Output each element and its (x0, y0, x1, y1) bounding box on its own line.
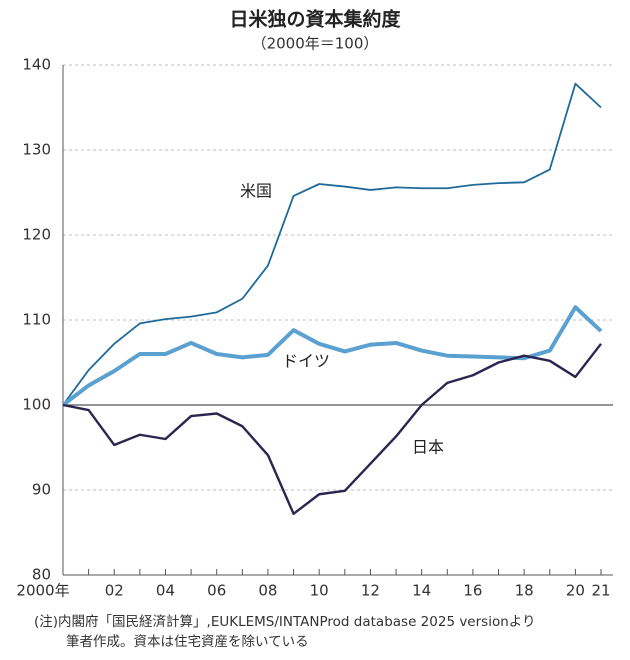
series-label: 米国 (240, 182, 272, 201)
chart-subtitle: （2000年＝100） (252, 35, 379, 53)
x-tick-label: 12 (361, 582, 380, 600)
x-tick-label: 18 (515, 582, 534, 600)
x-tick-label: 16 (463, 582, 482, 600)
y-tick-label: 90 (32, 481, 51, 499)
y-tick-label: 110 (22, 311, 51, 329)
series-label: ドイツ (282, 352, 330, 371)
x-tick-label: 10 (310, 582, 329, 600)
note: 筆者作成。資本は住宅資産を除いている (66, 634, 309, 650)
series-line (62, 82, 602, 406)
series-label: 日本 (412, 438, 444, 457)
y-tick-label: 120 (22, 226, 51, 244)
x-tick-label: 02 (105, 582, 124, 600)
x-tick-label: 14 (412, 582, 431, 600)
series-line (61, 305, 603, 407)
y-tick-label: 140 (22, 56, 51, 74)
x-tick-label: 06 (207, 582, 226, 600)
x-tick-label: 04 (156, 582, 175, 600)
note: (注)内閣府「国民経済計算」,EUKLEMS/INTANProd databas… (34, 614, 536, 630)
x-tick-label: 08 (258, 582, 277, 600)
y-tick-label: 80 (32, 566, 51, 584)
x-tick-label: 21 (591, 582, 610, 600)
y-tick-label: 100 (22, 396, 51, 414)
chart-title: 日米独の資本集約度 (229, 8, 401, 31)
x-tick-label: 20 (566, 582, 585, 600)
series-line (62, 343, 602, 515)
x-tick-label: 2000年 (16, 582, 69, 600)
y-tick-label: 130 (22, 141, 51, 159)
